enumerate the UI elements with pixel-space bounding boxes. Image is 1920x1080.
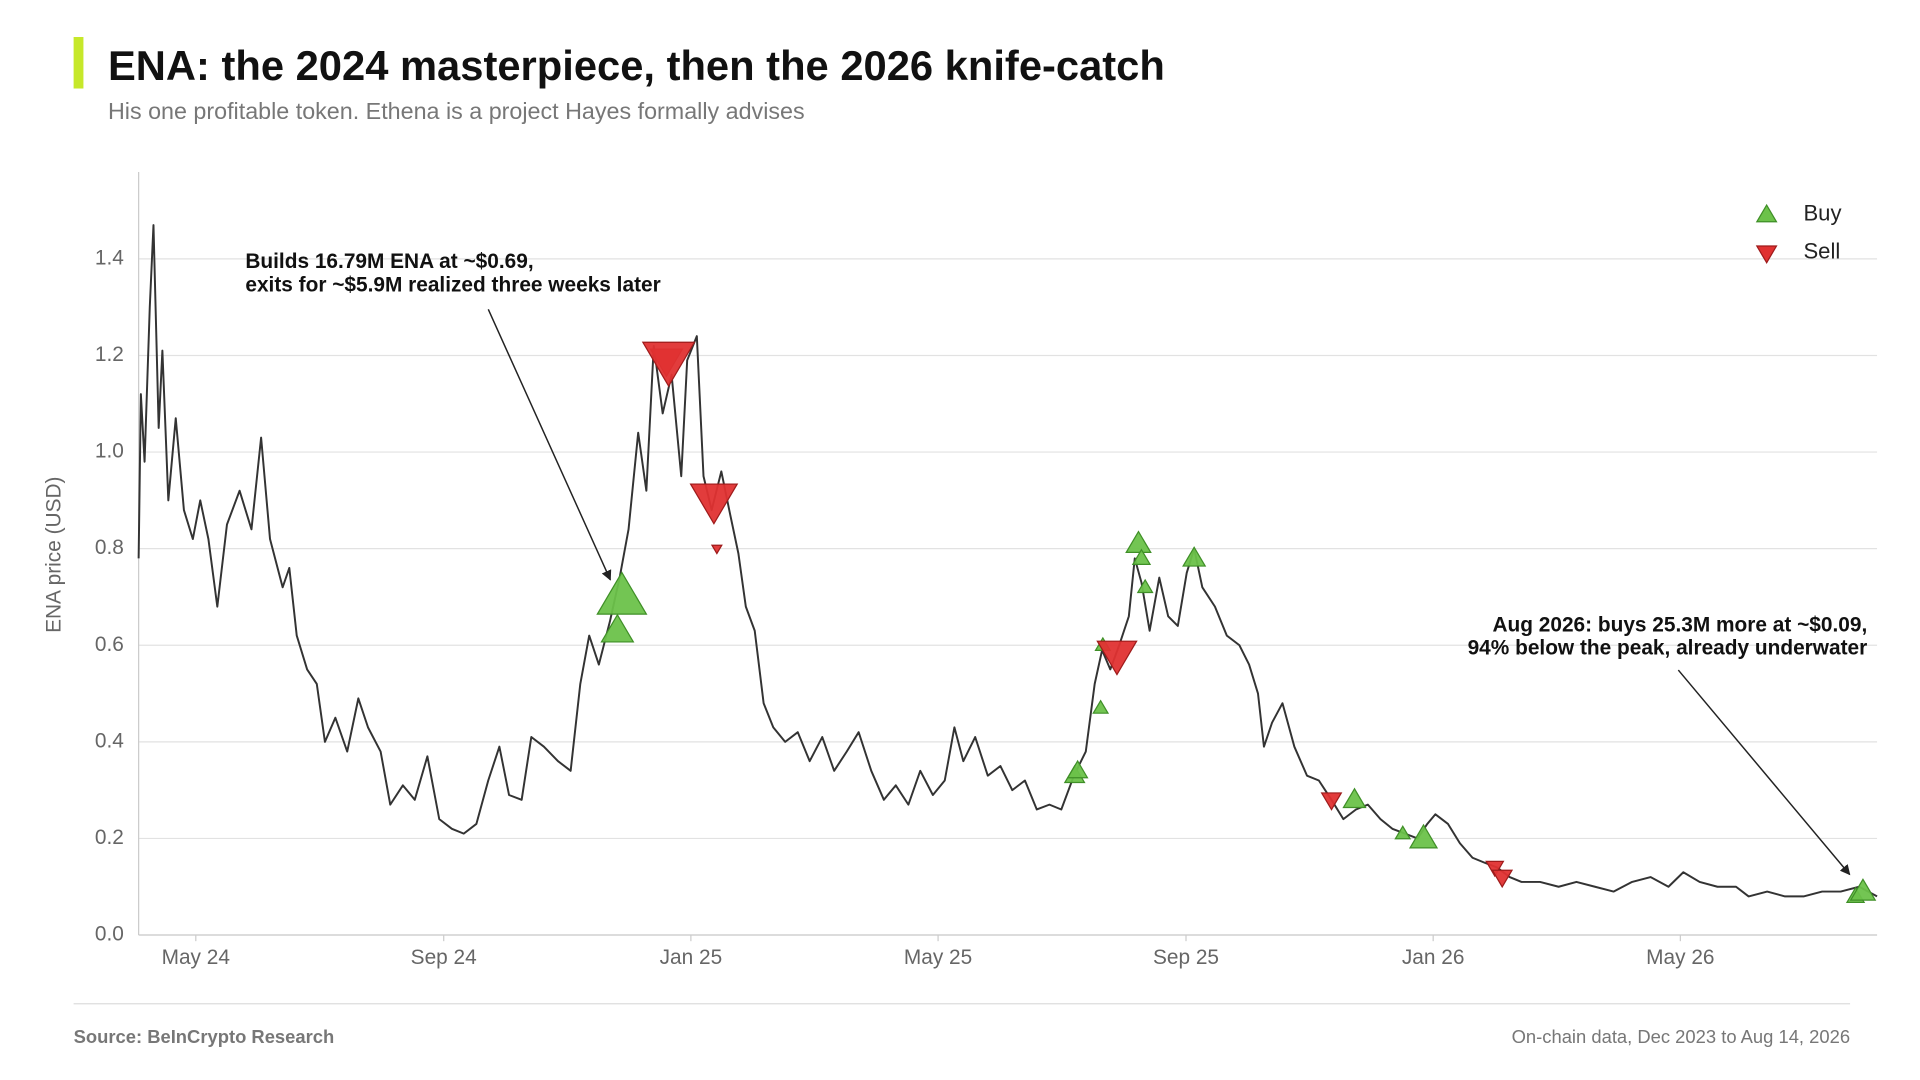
title-accent (73, 36, 84, 89)
x-tick-label: Jan 25 (660, 946, 723, 969)
y-tick-label: 0.4 (95, 729, 124, 752)
note: On-chain data, Dec 2023 to Aug 14, 2026 (1512, 1026, 1850, 1047)
y-tick-label: 1.2 (95, 343, 124, 366)
trade-marker (1408, 823, 1439, 849)
x-tick-label: May 25 (904, 946, 972, 969)
source: Source: BeInCrypto Research (74, 1026, 335, 1047)
trade-marker (1182, 546, 1207, 567)
y-tick-label: 0.2 (95, 826, 124, 849)
y-tick-label: 1.0 (95, 440, 124, 463)
trade-marker (596, 571, 648, 615)
legend-swatch (1755, 245, 1778, 264)
trade-marker (1320, 792, 1343, 811)
annotation-text: Builds 16.79M ENA at ~$0.69, (245, 250, 533, 273)
legend-label: Buy (1803, 201, 1841, 226)
trade-marker (1491, 869, 1514, 889)
trade-marker (710, 544, 723, 555)
y-axis-label: ENA price (USD) (43, 477, 66, 633)
trade-marker (1066, 759, 1089, 779)
trade-marker (1096, 640, 1138, 676)
price-line (137, 224, 1878, 898)
trade-marker (1342, 787, 1367, 809)
annotation-text: 94% below the peak, already underwater (1468, 637, 1868, 660)
trade-marker (1125, 530, 1152, 554)
annotation-arrow (1677, 669, 1851, 876)
x-tick-label: Jan 26 (1402, 946, 1465, 969)
trade-marker (600, 613, 635, 643)
y-tick-label: 0.0 (95, 923, 124, 946)
trade-marker (1485, 860, 1505, 878)
x-tick-label: Sep 24 (411, 946, 477, 969)
legend-label: Sell (1803, 239, 1840, 264)
legend-swatch (1755, 203, 1778, 223)
x-tick-label: May 24 (162, 946, 230, 969)
annotation-text: exits for ~$5.9M realized three weeks la… (245, 274, 660, 297)
trade-marker (1092, 699, 1110, 714)
trade-marker (1131, 548, 1152, 565)
x-tick-label: Sep 25 (1153, 946, 1219, 969)
trade-marker (689, 483, 739, 525)
trade-marker (1849, 878, 1877, 901)
y-tick-label: 1.4 (95, 246, 124, 269)
y-tick-label: 0.6 (95, 633, 124, 656)
annotation-arrow (487, 309, 612, 581)
x-tick-label: May 26 (1646, 946, 1714, 969)
trade-marker (1136, 578, 1154, 594)
trade-marker (641, 341, 696, 388)
chart-title: ENA: the 2024 masterpiece, then the 2026… (108, 42, 1165, 89)
y-tick-label: 0.8 (95, 536, 124, 559)
trade-marker (1394, 825, 1412, 840)
chart-subtitle: His one profitable token. Ethena is a pr… (108, 98, 805, 124)
annotation-text: Aug 2026: buys 25.3M more at ~$0.09, (1492, 613, 1867, 636)
